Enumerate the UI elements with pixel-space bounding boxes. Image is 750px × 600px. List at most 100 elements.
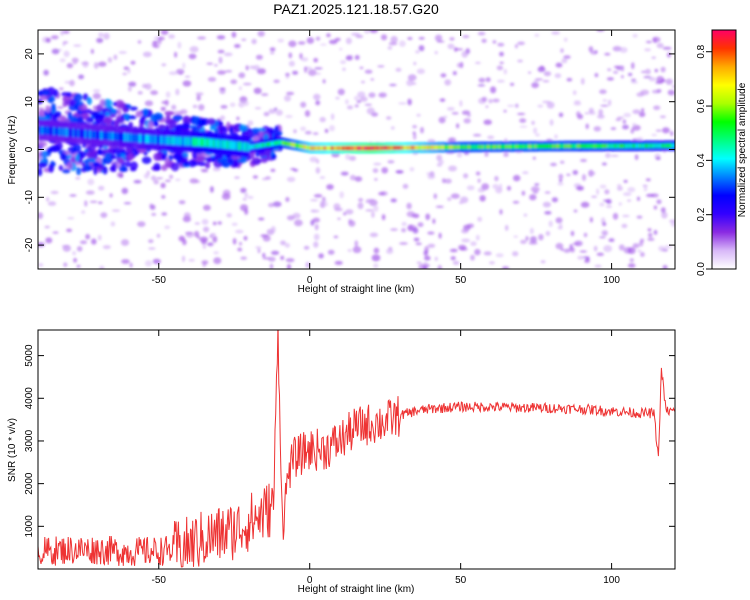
spectrogram-speckle [456, 62, 463, 68]
spectrogram-speckle [535, 133, 540, 137]
spectrogram-speckle [485, 105, 489, 108]
spectrogram-speckle [599, 89, 607, 94]
spectrogram-y-label: Frequency (Hz) [7, 116, 18, 185]
spectrogram-speckle [59, 87, 64, 91]
spectrogram-ridge-core [333, 146, 336, 151]
spectrogram-ridge-core [575, 144, 578, 149]
spectrogram-ridge-core [205, 138, 208, 147]
spectrogram-cell [129, 106, 138, 111]
spectrogram-ridge-core [244, 142, 247, 151]
spectrogram-ridge-core [374, 145, 377, 151]
spectrogram-speckle [558, 112, 564, 118]
colorbar-label: Normalized spectral amplitude [737, 82, 748, 217]
spectrogram-ridge-core [604, 143, 607, 148]
spectrogram-ridge-core [142, 134, 145, 143]
spectrogram-speckle [634, 154, 639, 161]
spectrogram-speckle [488, 98, 493, 104]
spectrogram-speckle [319, 116, 326, 123]
spectrogram-speckle [97, 234, 102, 241]
spectrogram-ridge-core [419, 145, 422, 150]
spectrogram-ridge-core [47, 126, 50, 135]
spectrogram-speckle [110, 221, 116, 227]
spectrogram-ridge-core [250, 144, 253, 149]
spectrogram-cell [112, 147, 122, 155]
spectrogram-speckle [602, 98, 607, 103]
spectrogram-speckle [558, 173, 564, 180]
spectrogram-ridge-core [101, 131, 104, 140]
spectrogram-ridge-core [581, 143, 584, 149]
spectrogram-speckle [667, 89, 675, 96]
spectrogram-ridge-core [474, 144, 477, 150]
spectrogram-speckle [188, 53, 197, 60]
spectrogram-speckle [188, 258, 195, 262]
spectrogram-speckle [487, 135, 495, 140]
spectrogram-ridge-core [635, 143, 638, 148]
spectrogram-ridge-core [364, 146, 366, 151]
spectrogram-cell [75, 101, 84, 107]
spectrogram-speckle [303, 245, 310, 250]
spectrogram-ridge-core [238, 141, 241, 151]
spectrogram-ridge-core [59, 127, 62, 136]
spectrogram-speckle [285, 197, 290, 202]
spectrogram-speckle [548, 220, 553, 228]
spectrogram-speckle [425, 213, 431, 221]
spectrogram-ridge-core [151, 135, 154, 144]
spectrogram-speckle [542, 100, 551, 104]
spectrogram-speckle [93, 62, 99, 69]
spectrogram-ridge-core [90, 130, 93, 139]
spectrogram-ridge-core [326, 146, 329, 151]
spectrogram-speckle [60, 30, 64, 36]
spectrogram-ridge-core [246, 142, 249, 151]
spectrogram-speckle [146, 170, 150, 176]
spectrogram-speckle [489, 261, 495, 265]
spectrogram-speckle [271, 250, 280, 255]
spectrogram-speckle [270, 52, 275, 55]
spectrogram-speckle [218, 56, 223, 64]
spectrogram-speckle [461, 238, 471, 243]
spectrogram-speckle [597, 114, 605, 119]
spectrogram-cell [73, 143, 82, 153]
spectrogram-ridge-core [335, 146, 338, 151]
spectrogram-ridge-core [478, 144, 481, 149]
spectrogram-speckle [238, 86, 242, 91]
spectrogram-ridge-core [652, 143, 655, 148]
spectrogram-ridge-core [570, 144, 573, 149]
spectrogram-speckle [636, 215, 643, 219]
spectrogram-ridge-core [622, 143, 625, 148]
spectrogram-speckle [121, 259, 130, 264]
spectrogram-speckle [352, 246, 362, 254]
spectrogram-ridge-core [394, 145, 397, 150]
spectrogram-ridge-core [253, 144, 256, 149]
spectrogram-speckle [357, 91, 366, 99]
spectrogram-speckle [268, 108, 276, 114]
spectrogram-cell [117, 108, 122, 117]
spectrogram-speckle [416, 261, 422, 264]
spectrogram-speckle [545, 231, 551, 236]
spectrogram-speckle [590, 50, 598, 55]
spectrogram-speckle [300, 126, 307, 132]
spectrogram-ridge-core [451, 145, 454, 150]
spectrogram-speckle [622, 124, 629, 130]
spectrogram-cell [271, 154, 277, 160]
spectrogram-speckle [234, 44, 241, 48]
spectrogram-ridge-core [329, 146, 332, 151]
spectrogram-ridge-core [143, 134, 146, 143]
spectrogram-speckle [213, 257, 222, 265]
spectrogram-ridge-core [134, 133, 137, 143]
spectrogram-speckle [310, 209, 316, 213]
spectrogram-speckle [174, 51, 178, 58]
spectrogram-ridge-core [439, 145, 442, 150]
spectrogram-speckle [655, 81, 664, 84]
spectrogram-speckle [459, 100, 463, 107]
spectrogram-ridge-core [432, 145, 434, 150]
spectrogram-speckle [99, 265, 105, 269]
spectrogram-ridge-core [299, 144, 302, 149]
spectrogram-speckle [517, 59, 523, 63]
spectrogram-speckle [219, 87, 226, 90]
spectrogram-ridge-core [303, 144, 306, 149]
spectrogram-speckle [529, 194, 537, 201]
spectrogram-speckle [181, 255, 186, 262]
spectrogram-speckle [529, 227, 534, 235]
spectrogram-speckle [613, 65, 619, 69]
spectrogram-speckle [599, 236, 606, 239]
